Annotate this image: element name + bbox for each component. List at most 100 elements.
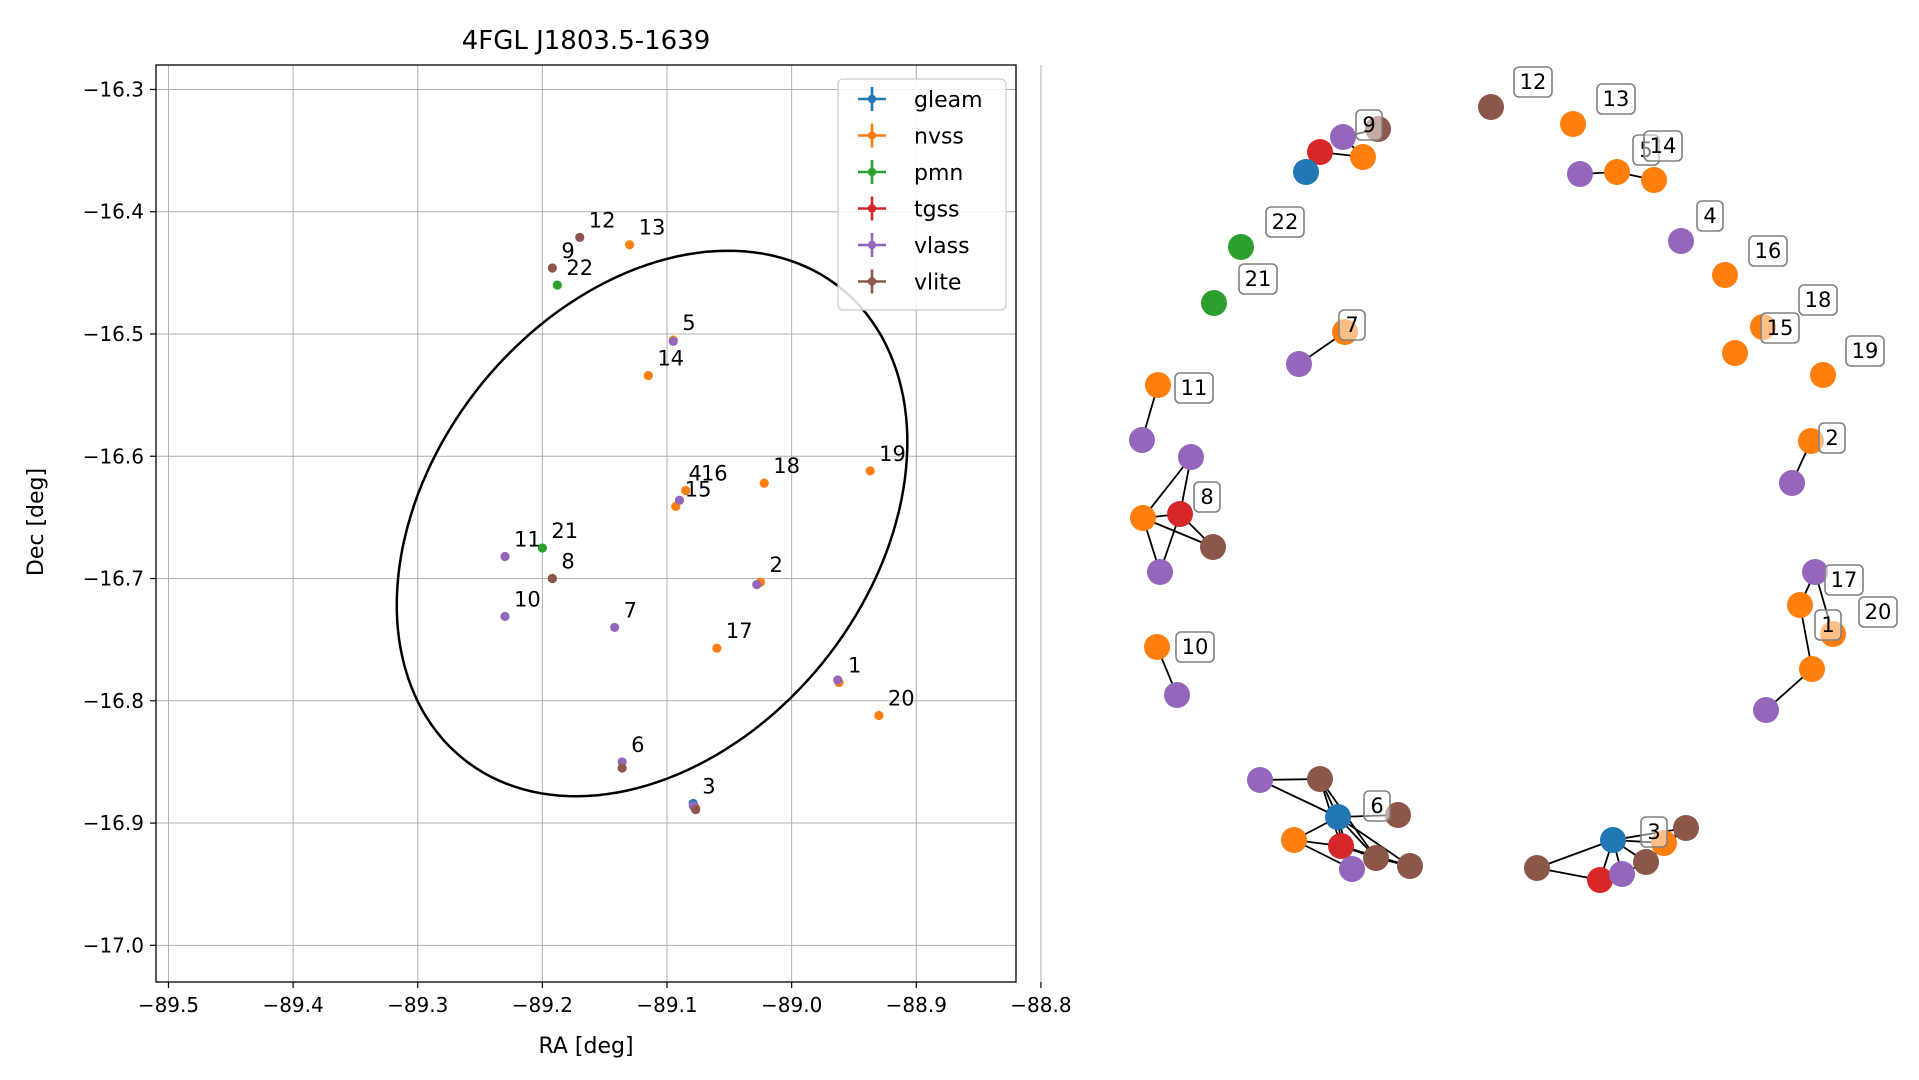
graph-node-vlass [1129,427,1155,453]
graph-node-vlite [1200,534,1226,560]
point-label: 21 [551,519,578,543]
legend-entry: nvss [914,125,964,150]
point-vlass [610,622,620,633]
node-label: 17 [1831,568,1858,592]
node-label: 2 [1825,426,1838,450]
node-label: 9 [1362,113,1375,137]
legend-marker-dot [867,204,877,213]
legend-marker-dot [867,240,877,250]
graph-node-vlass [1779,470,1805,496]
graph-node-nvss [1281,827,1307,853]
graph-node-vlite [1363,845,1389,871]
point-vlass [500,551,510,562]
legend-entry: vlite [914,271,961,296]
graph-node-pmn [1228,234,1254,260]
point-vlite [691,805,701,815]
x-axis-label: RA [deg] [538,1034,633,1059]
node-label: 14 [1650,134,1677,158]
graph-node-nvss [1641,167,1667,193]
point-label: 5 [682,311,695,335]
plot-frame [155,64,1017,983]
graph-node-tgss [1167,501,1193,527]
node-label-box [1760,312,1800,344]
graph-node-vlass [1339,856,1365,882]
point-label: 18 [773,454,800,478]
point-nvss [712,643,722,653]
point-label: 4 [688,461,701,485]
graph-node-gleam [1293,159,1319,185]
legend-entry: vlass [914,234,970,259]
legend-marker-dot [867,94,877,104]
x-tick-label: −88.9 [886,993,947,1017]
ellipse-layer [395,249,909,798]
graph-node-nvss [1712,262,1738,288]
graph-node-nvss [1799,656,1825,682]
node-label: 3 [1647,820,1660,844]
node-label-box [1513,66,1553,98]
node-label: 12 [1520,70,1547,94]
point-label: 1 [848,653,861,677]
node-label-box [1363,790,1391,822]
graph-node-nvss [1722,340,1748,366]
point-label: 17 [726,619,753,643]
graph-node-nvss [1787,592,1813,618]
point-label: 2 [769,553,782,577]
point-label: 10 [514,587,541,611]
graph-node-gleam [1325,804,1351,830]
graph-nodes [1129,94,1846,893]
graph-node-nvss [1604,159,1630,185]
point-nvss [643,370,653,381]
graph-node-nvss [1810,362,1836,388]
node-label-box [1858,596,1898,628]
graph-node-vlass [1147,559,1173,585]
node-label-box [1174,372,1214,404]
point-nvss [865,466,875,476]
graph-node-tgss [1328,833,1354,859]
node-label-box [1640,816,1668,848]
node-label: 1 [1821,613,1834,637]
graph-edge [1259,779,1339,818]
y-tick-label: −17.0 [83,933,144,957]
point-vlass [674,495,685,505]
x-tick-label: −88.8 [1010,993,1071,1017]
point-vlite [575,232,585,242]
point-label: 11 [514,528,541,552]
node-label: 6 [1370,794,1383,818]
graph-node-vlass [1567,161,1593,187]
graph-node-nvss [1560,111,1586,137]
point-vlass [668,336,678,346]
y-tick-label: −16.8 [83,689,144,713]
point-pmn [552,280,562,290]
y-axis-label: Dec [deg] [24,468,49,576]
point-label: 15 [685,477,712,501]
points-layer [500,232,884,815]
node-label-box [1845,335,1885,367]
point-label: 6 [631,733,644,757]
node-label: 20 [1865,600,1892,624]
graph-node-tgss [1307,139,1333,165]
x-tick-label: −89.0 [761,993,822,1017]
error-ellipse [395,249,909,798]
node-label-box [1175,631,1215,663]
y-tick-label: −16.9 [83,811,144,835]
graph-node-vlass [1286,351,1312,377]
point-label: 16 [701,461,728,485]
node-label-box [1814,609,1842,641]
graph-node-vlite [1633,849,1659,875]
node-label-box [1238,263,1278,295]
point-vlass [752,580,762,590]
node-label: 13 [1603,87,1630,111]
point-label: 13 [639,216,666,240]
point-label: 12 [589,208,616,232]
node-label: 4 [1703,204,1716,228]
x-tick-label: −89.3 [387,993,448,1017]
node-label: 18 [1805,288,1832,312]
point-pmn [537,543,547,553]
graph-edge [1536,839,1614,869]
node-label-box [1824,564,1864,596]
node-label-box [1748,235,1788,267]
point-nvss [681,485,691,496]
graph-node-labels: 91213514416181519222171128172011063 [1174,66,1898,848]
graph-node-pmn [1201,290,1227,316]
point-label: 7 [624,598,637,622]
